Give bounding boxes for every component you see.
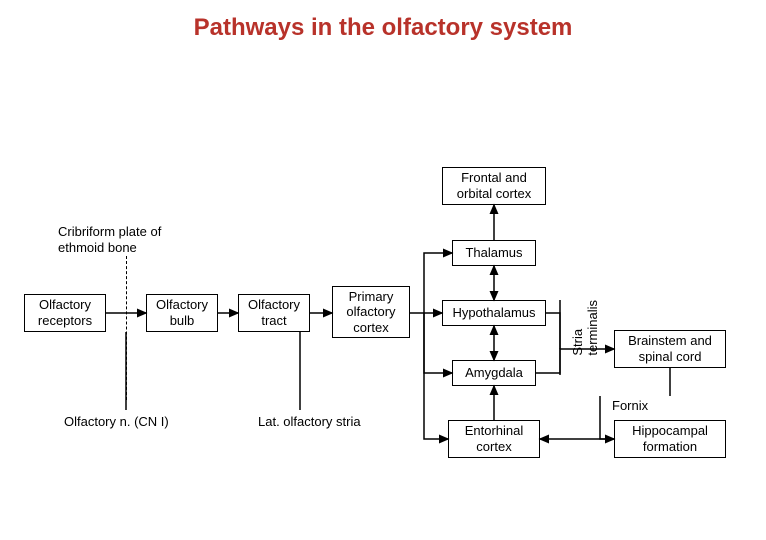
node-olfactory-bulb: Olfactory bulb	[146, 294, 218, 332]
node-brainstem: Brainstem and spinal cord	[614, 330, 726, 368]
node-amygdala: Amygdala	[452, 360, 536, 386]
page-title: Pathways in the olfactory system	[0, 14, 766, 42]
node-thalamus: Thalamus	[452, 240, 536, 266]
node-hypothalamus: Hypothalamus	[442, 300, 546, 326]
diagram-arrows	[0, 0, 766, 540]
label-fornix: Fornix	[612, 398, 648, 414]
node-hippocampal: Hippocampal formation	[614, 420, 726, 458]
node-olfactory-receptors: Olfactory receptors	[24, 294, 106, 332]
node-primary-olfactory-cortex: Primary olfactory cortex	[332, 286, 410, 338]
label-olfactory-n: Olfactory n. (CN I)	[64, 414, 169, 430]
node-frontal-orbital: Frontal and orbital cortex	[442, 167, 546, 205]
label-cribriform: Cribriform plate of ethmoid bone	[58, 224, 161, 255]
node-olfactory-tract: Olfactory tract	[238, 294, 310, 332]
label-lat-olfactory-stria: Lat. olfactory stria	[258, 414, 361, 430]
node-entorhinal: Entorhinal cortex	[448, 420, 540, 458]
dashed-cribriform-line	[126, 256, 127, 400]
label-stria-terminalis: Stria terminalis	[570, 300, 600, 356]
